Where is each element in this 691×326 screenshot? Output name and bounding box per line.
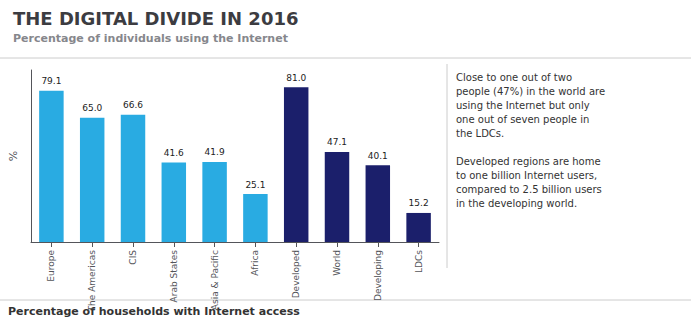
svg-text:Developed regions are home: Developed regions are home: [456, 156, 601, 167]
svg-text:to one billion Internet users,: to one billion Internet users,: [456, 170, 597, 181]
svg-text:compared to 2.5 billion users: compared to 2.5 billion users: [456, 184, 602, 195]
svg-text:in the developing world.: in the developing world.: [456, 198, 577, 209]
svg-text:47.1: 47.1: [327, 137, 347, 147]
svg-text:81.0: 81.0: [286, 73, 306, 83]
svg-text:66.6: 66.6: [123, 100, 143, 110]
svg-text:Developed: Developed: [291, 250, 301, 298]
svg-text:Africa: Africa: [250, 250, 260, 276]
svg-text:Close to one out of two: Close to one out of two: [456, 72, 572, 83]
svg-text:the LDCs.: the LDCs.: [456, 128, 504, 139]
svg-text:Developing: Developing: [373, 250, 383, 301]
svg-text:Arab States: Arab States: [169, 250, 179, 303]
svg-text:World: World: [332, 250, 342, 276]
svg-text:65.0: 65.0: [82, 103, 102, 113]
svg-text:one out of seven people in: one out of seven people in: [456, 114, 589, 125]
svg-text:CIS: CIS: [128, 250, 138, 265]
svg-text:41.9: 41.9: [205, 147, 225, 157]
svg-text:using the Internet but only: using the Internet but only: [456, 100, 590, 111]
svg-text:40.1: 40.1: [368, 151, 388, 161]
svg-text:%: %: [7, 151, 20, 161]
svg-text:15.2: 15.2: [409, 198, 429, 208]
svg-text:The Americas: The Americas: [87, 250, 97, 313]
svg-text:25.1: 25.1: [245, 180, 265, 190]
svg-text:Europe: Europe: [46, 250, 56, 282]
svg-text:THE DIGITAL DIVIDE IN 2016: THE DIGITAL DIVIDE IN 2016: [13, 8, 298, 29]
svg-text:LDCs: LDCs: [414, 250, 424, 273]
svg-text:Asia & Pacific: Asia & Pacific: [210, 250, 220, 310]
svg-text:41.6: 41.6: [164, 148, 184, 158]
svg-text:people (47%) in the world are: people (47%) in the world are: [456, 86, 605, 97]
svg-text:79.1: 79.1: [41, 76, 61, 86]
svg-text:Percentage of individuals usin: Percentage of individuals using the Inte…: [13, 32, 288, 45]
svg-text:Percentage of households with: Percentage of households with Internet a…: [8, 305, 300, 318]
